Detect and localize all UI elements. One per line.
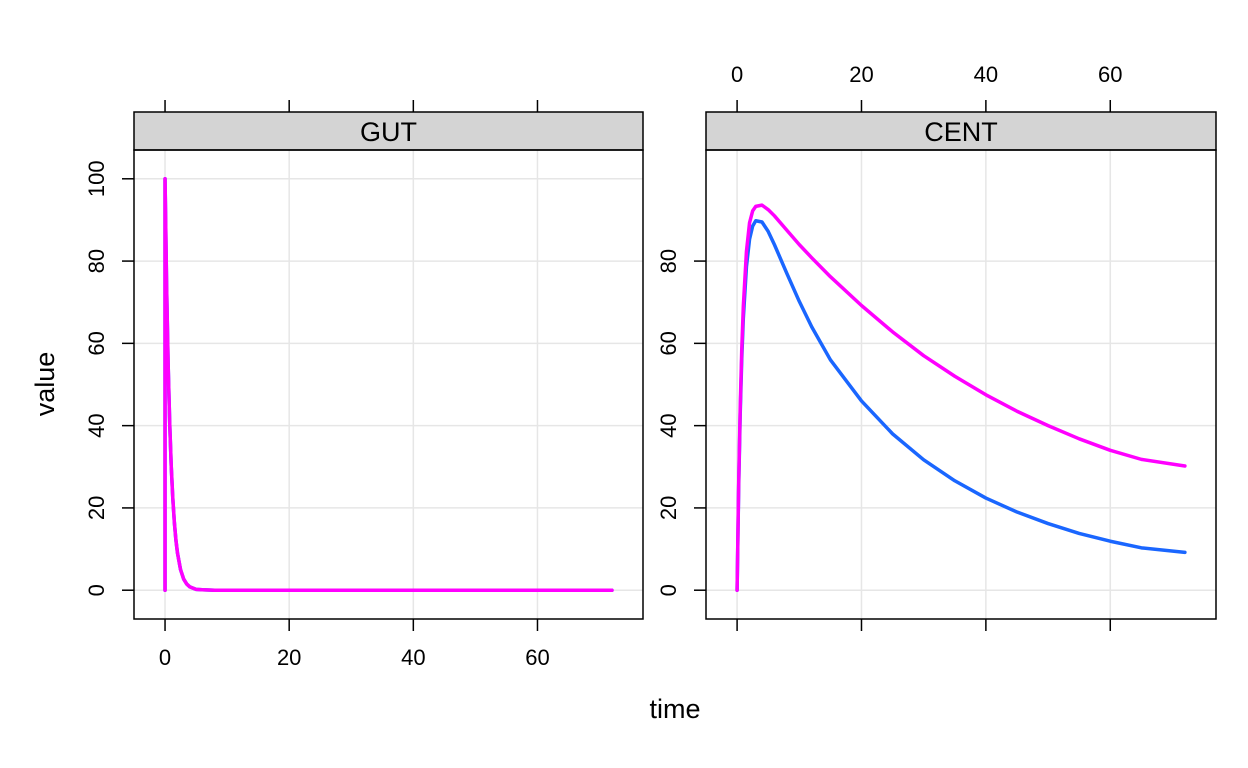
y-tick-label: 60 [656,331,681,355]
series-layer [163,177,614,592]
x-tick-label: 40 [974,62,998,87]
panel-cent: CENT 0 20 40 60 0 20 40 60 80 [656,62,1217,631]
panel-border [133,149,644,620]
y-tick-label: 0 [84,584,109,596]
series-layer [735,203,1187,592]
gridlines [134,150,643,619]
panel-border [705,149,1217,620]
series-line-2 [735,203,1187,592]
y-ticks: 0 20 40 60 80 100 [84,160,134,596]
panel-gut: GUT 0 20 40 60 0 20 40 60 80 100 [84,100,644,670]
y-tick-label: 20 [656,496,681,520]
y-ticks: 0 20 40 60 80 [656,249,706,596]
x-tick-label: 60 [525,645,549,670]
y-tick-label: 0 [656,584,681,596]
x-ticks: 0 20 40 60 [731,62,1123,631]
x-tick-label: 0 [731,62,743,87]
x-tick-label: 40 [401,645,425,670]
x-tick-label: 20 [277,645,301,670]
strip-background [133,111,644,151]
x-tick-label: 20 [849,62,873,87]
y-tick-label: 80 [656,249,681,273]
panels-layer: GUT 0 20 40 60 0 20 40 60 80 100 CENT 0 20 40 60 0 20 40 60… [84,62,1217,670]
y-tick-label: 20 [84,496,109,520]
strip-background [705,111,1217,151]
x-tick-label: 0 [159,645,171,670]
y-tick-label: 40 [656,413,681,437]
x-tick-label: 60 [1098,62,1122,87]
strip-label: CENT [924,117,998,147]
y-axis-title: value [30,352,60,417]
strip-label: GUT [360,117,417,147]
x-ticks: 0 20 40 60 [159,100,550,670]
y-tick-label: 60 [84,331,109,355]
series-line-1 [735,219,1187,592]
series-line-1 [163,177,614,592]
y-tick-label: 80 [84,249,109,273]
x-axis-title: time [649,694,700,724]
series-line-2 [163,177,614,592]
y-tick-label: 40 [84,413,109,437]
y-tick-label: 100 [84,160,109,197]
